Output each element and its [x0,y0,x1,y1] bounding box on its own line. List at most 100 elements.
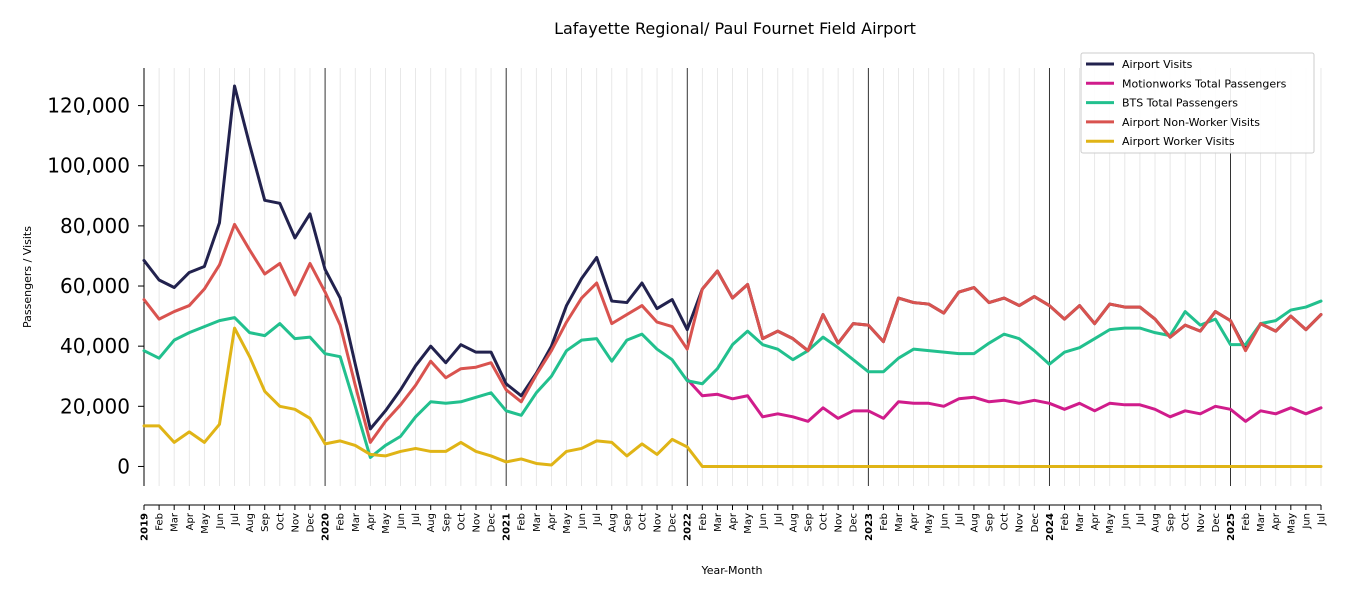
y-tick-label: 0 [117,454,130,478]
x-month-label: Feb [698,513,709,531]
x-month-label: Nov [290,513,301,533]
legend-label: Airport Worker Visits [1122,135,1235,148]
x-month-label: Jul [954,513,965,526]
x-month-label: Feb [155,513,166,531]
legend-label: Motionworks Total Passengers [1122,77,1287,90]
x-month-label: Jun [939,513,950,530]
x-month-label: Dec [1211,513,1222,532]
x-year-label: 2022 [683,513,694,541]
x-month-label: Apr [1271,512,1282,530]
x-month-label: Dec [487,513,498,532]
x-month-label: Dec [305,513,316,532]
series-line-1 [685,377,1323,423]
x-month-label: Dec [668,513,679,532]
x-month-label: Aug [245,513,256,533]
x-month-label: Aug [969,513,980,533]
chart-title: Lafayette Regional/ Paul Fournet Field A… [554,19,916,38]
x-month-label: May [743,513,754,534]
x-year-label: 2023 [864,513,875,541]
x-month-label: Feb [879,513,890,531]
x-month-label: Nov [653,513,664,533]
x-month-label: Aug [788,513,799,533]
x-month-label: Mar [532,512,543,532]
series [142,84,1323,468]
x-month-label: May [924,513,935,534]
y-tick-label: 100,000 [47,154,130,178]
x-month-label: Jul [592,513,603,526]
x-month-label: Mar [351,512,362,532]
x-month-label: Oct [1181,513,1192,530]
x-axis-label: Year-Month [700,564,762,577]
x-month-label: Jul [411,513,422,526]
x-month-label: Jun [396,513,407,530]
x-month-label: Sep [1166,513,1177,532]
x-month-label: Jul [1317,513,1328,526]
x-month-label: Nov [1196,513,1207,533]
x-month-label: Apr [728,512,739,530]
legend-box [1080,52,1315,154]
x-month-label: Sep [803,513,814,532]
x-month-label: Aug [607,513,618,533]
y-tick-label: 20,000 [60,394,130,418]
x-month-label: Nov [834,513,845,533]
x-year-label: 2020 [321,513,332,541]
legend-label: Airport Visits [1122,58,1193,71]
x-month-label: Sep [985,513,996,532]
x-month-label: Sep [441,513,452,532]
tick-labels: 0 20,000 40,000 60,000 80,000 100,000 120,000 2… [47,94,1327,541]
legend: Airport Visits Motionworks Total Passenge… [1080,52,1315,154]
x-month-label: Jun [758,513,769,530]
x-month-label: Apr [366,512,377,530]
x-month-label: Apr [185,512,196,530]
x-year-label: 2024 [1045,513,1056,541]
series-line-4 [142,326,1323,468]
series-line-3 [142,222,1323,444]
y-axis-label: Passengers / Visits [21,226,34,328]
x-month-label: Feb [517,513,528,531]
y-tick-label: 60,000 [60,274,130,298]
x-month-label: Apr [1090,512,1101,530]
x-month-label: May [200,513,211,534]
axes [138,68,1322,510]
x-month-label: Apr [547,512,558,530]
x-month-label: Oct [1000,513,1011,530]
x-month-label: Apr [909,512,920,530]
x-month-label: Mar [1075,512,1086,532]
x-month-label: May [1286,513,1297,534]
x-month-label: Jun [1301,513,1312,530]
x-month-label: Jun [577,513,588,530]
legend-label: BTS Total Passengers [1122,97,1238,110]
x-month-label: Jul [230,513,241,526]
x-month-label: Oct [275,513,286,530]
x-month-label: Aug [1151,513,1162,533]
x-month-label: May [562,513,573,534]
x-month-label: Mar [894,512,905,532]
x-month-label: Feb [1060,513,1071,531]
y-tick-label: 80,000 [60,214,130,238]
x-month-label: Feb [1241,513,1252,531]
x-month-label: Oct [456,513,467,530]
x-month-label: Mar [713,512,724,532]
series-line-2 [142,299,1323,459]
x-month-label: Dec [849,513,860,532]
y-tick-label: 40,000 [60,334,130,358]
x-year-label: 2019 [140,513,151,541]
x-month-label: Oct [637,513,648,530]
x-month-label: Nov [1015,513,1026,533]
x-month-label: Mar [1256,512,1267,532]
x-month-label: Sep [622,513,633,532]
x-month-label: Jun [215,513,226,530]
grid [158,68,1322,486]
x-year-label: 2025 [1226,513,1237,541]
x-month-label: Sep [260,513,271,532]
x-month-label: Aug [426,513,437,533]
x-month-label: Jul [1135,513,1146,526]
x-month-label: Nov [471,513,482,533]
y-tick-label: 120,000 [47,94,130,118]
x-month-label: Dec [1030,513,1041,532]
x-month-label: Mar [170,512,181,532]
x-month-label: Feb [336,513,347,531]
x-year-label: 2021 [502,513,513,541]
x-month-label: May [381,513,392,534]
